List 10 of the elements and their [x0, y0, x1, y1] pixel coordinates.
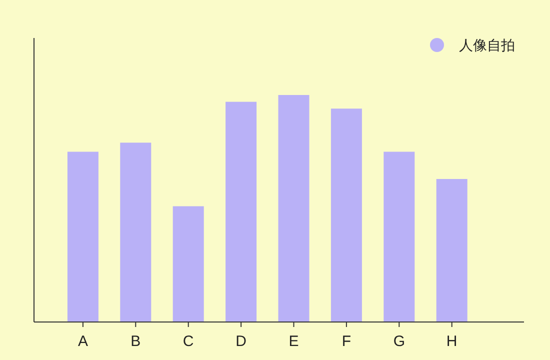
x-tick-label: G	[393, 333, 405, 350]
x-tick-label: D	[236, 333, 247, 350]
legend-item: 人像自拍	[430, 37, 515, 53]
x-tick-label: C	[182, 333, 194, 350]
x-tick-label: B	[130, 333, 141, 350]
legend-label: 人像自拍	[459, 37, 515, 53]
x-tick-label: E	[288, 333, 299, 350]
x-tick-label: H	[446, 333, 458, 350]
x-tick-label: F	[342, 333, 352, 350]
x-tick-label: A	[78, 333, 88, 350]
